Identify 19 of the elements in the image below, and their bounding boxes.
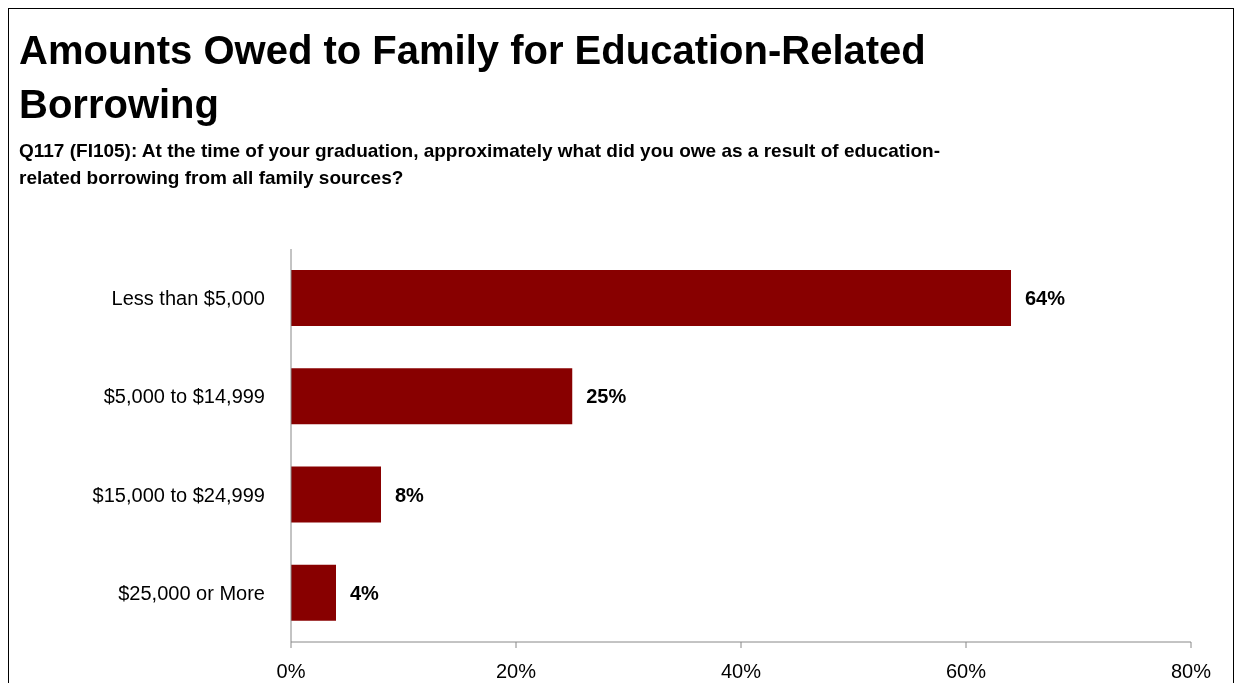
bar xyxy=(291,270,1011,326)
y-tick-label: $5,000 to $14,999 xyxy=(103,385,265,408)
chart-title: Amounts Owed to Family for Education-Related Borrowing xyxy=(19,27,927,128)
data-label: 64% xyxy=(1025,287,1066,310)
data-label: 8% xyxy=(395,483,425,506)
data-label: 25% xyxy=(586,385,627,408)
chart-subtitle: Q117 (FI105): At the time of your graduation, approximately what did you owe as a result of education-related borrowing from all family sources? xyxy=(19,139,941,190)
y-tick-label: Less than $5,000 xyxy=(111,287,265,310)
y-tick-label: $15,000 to $24,999 xyxy=(92,483,265,506)
bar xyxy=(291,466,381,523)
y-tick-label: $25,000 or More xyxy=(118,581,265,604)
bar xyxy=(291,564,336,621)
x-tick-label: 60% xyxy=(945,660,987,683)
x-tick-label: 20% xyxy=(495,660,537,683)
data-label: 4% xyxy=(350,581,380,604)
x-tick-label: 40% xyxy=(720,660,762,683)
x-tick-label: 0% xyxy=(276,660,306,683)
x-tick-label: 80% xyxy=(1170,660,1212,683)
bar xyxy=(291,368,573,425)
